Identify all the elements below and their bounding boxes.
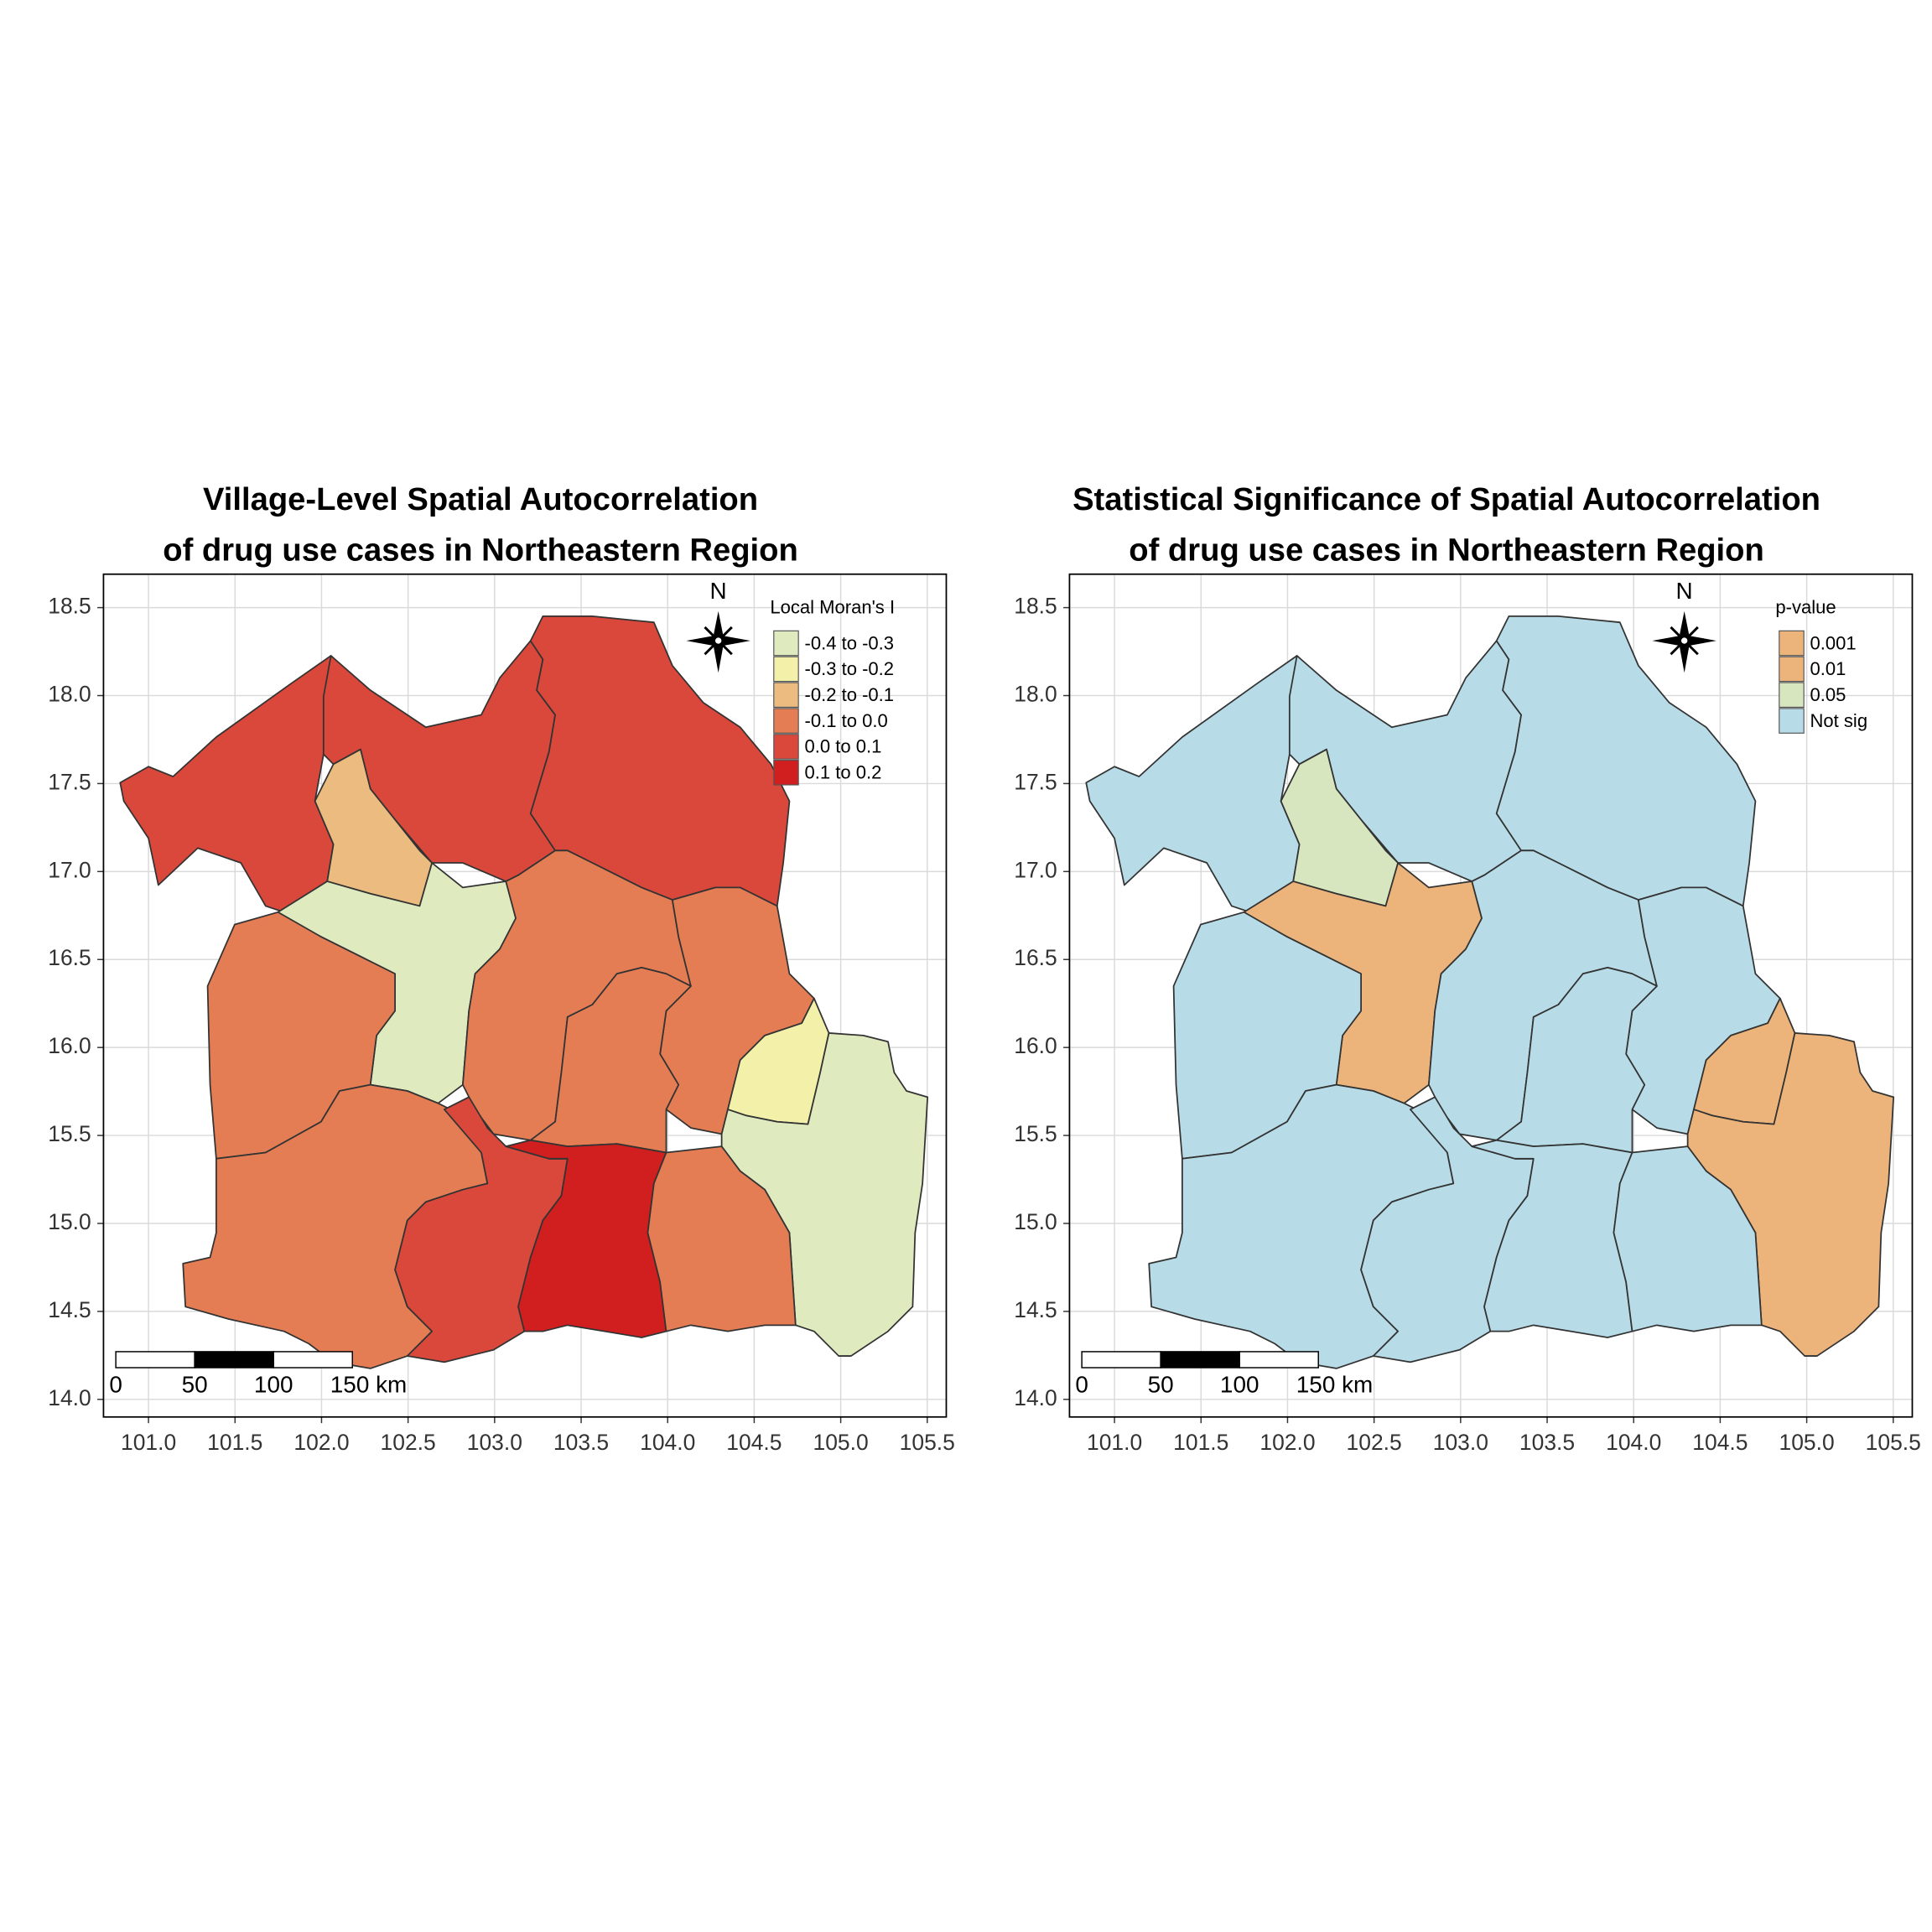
legend-label: -0.3 to -0.2 bbox=[805, 658, 895, 679]
panel-title: of drug use cases in Northeastern Region bbox=[1129, 532, 1764, 568]
y-tick-label: 14.0 bbox=[48, 1385, 91, 1410]
x-tick-label: 103.0 bbox=[1433, 1430, 1488, 1455]
scale-bar-segment bbox=[194, 1351, 274, 1368]
x-tick-label: 101.5 bbox=[1173, 1430, 1228, 1455]
region bbox=[1471, 1139, 1633, 1338]
map-panel: 101.0 101.5 102.0 102.5 103.0 103.5 104.0 104.5… bbox=[1014, 481, 1921, 1455]
north-arrow-center bbox=[1680, 637, 1688, 644]
x-tick-label: 103.5 bbox=[1519, 1430, 1575, 1455]
y-tick-label: 16.5 bbox=[1014, 945, 1057, 970]
x-tick-label: 101.0 bbox=[121, 1430, 176, 1455]
legend-label: -0.2 to -0.1 bbox=[805, 684, 895, 705]
legend-key bbox=[1779, 682, 1805, 709]
y-tick-label: 16.0 bbox=[1014, 1033, 1057, 1058]
y-tick-label: 15.5 bbox=[48, 1121, 91, 1146]
scale-bar-segment bbox=[1081, 1351, 1161, 1368]
legend-title: p-value bbox=[1775, 597, 1836, 618]
y-tick-label: 14.5 bbox=[48, 1297, 91, 1322]
x-tick-label: 105.0 bbox=[813, 1430, 869, 1455]
y-tick-label: 16.0 bbox=[48, 1033, 91, 1058]
plot-border bbox=[1068, 573, 1914, 1418]
north-arrow-center bbox=[714, 637, 722, 644]
legend-label: 0.01 bbox=[1810, 658, 1846, 679]
x-tick-label: 103.0 bbox=[467, 1430, 522, 1455]
legend-key bbox=[773, 708, 799, 734]
region bbox=[505, 1139, 667, 1338]
scale-bar-label: 50 bbox=[1148, 1371, 1174, 1397]
y-tick-label: 15.0 bbox=[1014, 1209, 1057, 1234]
x-tick-label: 102.0 bbox=[293, 1430, 349, 1455]
scale-bar-label: 50 bbox=[182, 1371, 208, 1397]
x-tick-label: 102.0 bbox=[1259, 1430, 1315, 1455]
x-tick-label: 102.5 bbox=[1347, 1430, 1402, 1455]
y-tick-label: 17.0 bbox=[48, 857, 91, 882]
scale-bar-label: 150 km bbox=[1296, 1371, 1374, 1397]
x-tick-label: 104.5 bbox=[726, 1430, 782, 1455]
legend-label: 0.05 bbox=[1810, 684, 1846, 705]
panel-title: of drug use cases in Northeastern Region bbox=[163, 532, 798, 568]
legend-title: Local Moran's I bbox=[770, 597, 895, 618]
y-tick-label: 16.5 bbox=[48, 945, 91, 970]
legend-key bbox=[773, 630, 799, 657]
region bbox=[1495, 967, 1658, 1154]
y-tick-label: 17.5 bbox=[1014, 769, 1057, 794]
region bbox=[529, 967, 692, 1154]
legend-label: -0.4 to -0.3 bbox=[805, 632, 895, 653]
panel-title: Statistical Significance of Spatial Auto… bbox=[1072, 481, 1820, 517]
legend-key bbox=[773, 656, 799, 683]
legend-label: Not sig bbox=[1810, 710, 1868, 731]
region bbox=[647, 1145, 797, 1332]
x-tick-label: 102.5 bbox=[381, 1430, 436, 1455]
x-tick-label: 101.0 bbox=[1087, 1430, 1142, 1455]
y-tick-label: 17.0 bbox=[1014, 857, 1057, 882]
scale-bar-segment bbox=[273, 1351, 353, 1368]
legend-label: 0.001 bbox=[1810, 632, 1857, 653]
y-tick-label: 17.5 bbox=[48, 769, 91, 794]
y-tick-label: 18.5 bbox=[1014, 594, 1057, 619]
scale-bar-label: 150 km bbox=[330, 1371, 408, 1397]
y-tick-label: 18.0 bbox=[48, 681, 91, 706]
north-label: N bbox=[710, 578, 727, 604]
y-tick-label: 18.0 bbox=[1014, 681, 1057, 706]
region bbox=[720, 1032, 929, 1357]
legend-key bbox=[1779, 630, 1805, 657]
scale-bar-segment bbox=[1160, 1351, 1240, 1368]
y-tick-label: 15.0 bbox=[48, 1209, 91, 1234]
legend-key bbox=[773, 760, 799, 786]
plot-border bbox=[102, 573, 948, 1418]
scale-bar-label: 0 bbox=[109, 1371, 122, 1397]
legend-key bbox=[773, 682, 799, 709]
legend-key bbox=[1779, 656, 1805, 683]
legend-key bbox=[1779, 708, 1805, 734]
panel-title: Village-Level Spatial Autocorrelation bbox=[203, 481, 758, 517]
legend-key bbox=[773, 734, 799, 760]
x-tick-label: 104.0 bbox=[640, 1430, 695, 1455]
x-tick-label: 104.5 bbox=[1692, 1430, 1748, 1455]
x-tick-label: 104.0 bbox=[1606, 1430, 1661, 1455]
scale-bar-segment bbox=[115, 1351, 195, 1368]
north-label: N bbox=[1676, 578, 1693, 604]
legend-label: -0.1 to 0.0 bbox=[805, 710, 888, 731]
x-tick-label: 103.5 bbox=[553, 1430, 609, 1455]
x-tick-label: 105.0 bbox=[1779, 1430, 1835, 1455]
scale-bar-label: 100 bbox=[1220, 1371, 1259, 1397]
legend-label: 0.0 to 0.1 bbox=[805, 736, 882, 757]
scale-bar-label: 0 bbox=[1075, 1371, 1088, 1397]
y-tick-label: 15.5 bbox=[1014, 1121, 1057, 1146]
y-tick-label: 18.5 bbox=[48, 594, 91, 619]
y-tick-label: 14.5 bbox=[1014, 1297, 1057, 1322]
legend-label: 0.1 to 0.2 bbox=[805, 762, 882, 783]
x-tick-label: 101.5 bbox=[207, 1430, 262, 1455]
x-tick-label: 105.5 bbox=[1866, 1430, 1921, 1455]
y-tick-label: 14.0 bbox=[1014, 1385, 1057, 1410]
x-tick-label: 105.5 bbox=[900, 1430, 955, 1455]
region bbox=[1686, 1032, 1895, 1357]
scale-bar-label: 100 bbox=[254, 1371, 293, 1397]
map-panel: 101.0 101.5 102.0 102.5 103.0 103.5 104.0 104.5… bbox=[48, 481, 955, 1455]
scale-bar-segment bbox=[1239, 1351, 1319, 1368]
region bbox=[1613, 1145, 1763, 1332]
